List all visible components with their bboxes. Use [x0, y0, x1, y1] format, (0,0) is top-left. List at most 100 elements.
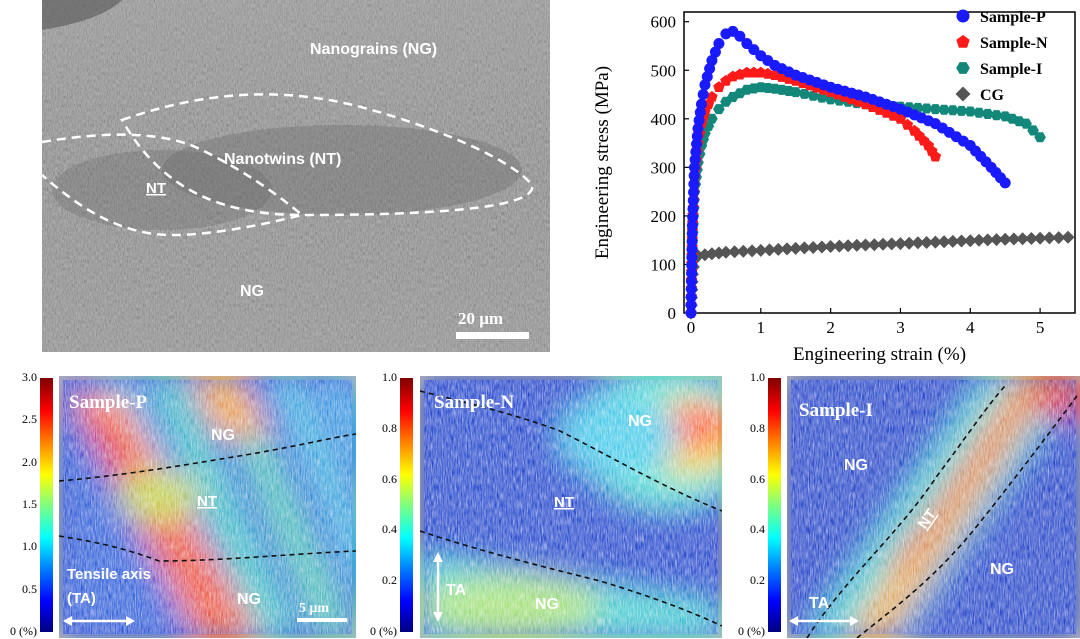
data-point [947, 105, 959, 116]
y-tick-label: 300 [651, 158, 677, 177]
data-point [928, 235, 942, 249]
x-tick-label: 0 [687, 318, 696, 337]
colorbar-tick-label: 2.5 [22, 412, 37, 427]
label-ng: NG [990, 561, 1014, 578]
colorbar-tick-label: 0 (%) [738, 624, 765, 638]
data-point [686, 267, 698, 279]
data-point [1052, 231, 1066, 245]
colorbar-tick-label: 0.8 [750, 420, 765, 435]
data-point [713, 81, 725, 93]
strain-map-image: Sample-N NG NT NG TA [420, 376, 722, 638]
data-point [973, 107, 985, 118]
data-point [706, 113, 718, 124]
data-point [687, 203, 699, 215]
data-point [1024, 232, 1038, 245]
data-point [745, 244, 759, 258]
data-point [876, 237, 890, 251]
strain-map-panel-n: 1.0 0.8 0.6 0.4 0.2 0 (%) Sample-N NG NT NG TA [360, 370, 722, 638]
data-point [685, 283, 697, 295]
y-tick-label: 200 [651, 207, 677, 226]
grain-boundary-line [806, 385, 1006, 638]
y-tick-label: 600 [651, 13, 677, 32]
colorbar [768, 378, 781, 632]
data-point [1007, 232, 1021, 246]
strain-map-panel-p: 3.0 2.5 2.0 1.5 1.0 0.5 0 (%) Sample-P NG NT NG Ten… [0, 370, 356, 638]
label-ng-bottom: NG [240, 283, 264, 300]
series-sample-i [685, 82, 1046, 318]
arrow-head [433, 612, 443, 622]
data-point [911, 236, 925, 250]
x-tick-label: 1 [757, 318, 766, 337]
colorbar-tick-label: 3.0 [22, 370, 37, 384]
tensile-axis-label: TA [446, 582, 467, 599]
data-point [706, 55, 718, 67]
data-point [789, 87, 802, 98]
data-point [709, 46, 721, 58]
data-point [946, 234, 960, 248]
data-point [698, 248, 712, 262]
label-ng: NG [237, 591, 261, 608]
data-point [1042, 231, 1056, 245]
data-point [841, 239, 855, 253]
colorbar-tick-label: 0.2 [382, 573, 397, 588]
tensile-axis-label: Tensile axis [67, 566, 151, 583]
stress-strain-chart: 0 1 2 3 4 5 0 100 200 300 400 500 600 Sample-P Sample… [592, 9, 1076, 365]
data-point [763, 243, 776, 257]
data-point [1016, 232, 1030, 246]
legend-label: Sample-P [980, 9, 1046, 26]
legend-marker-sample-p [956, 9, 970, 23]
arrow-head [850, 616, 859, 626]
colorbar [40, 378, 53, 632]
data-point [771, 242, 785, 256]
label-nt: NT [554, 494, 574, 511]
nanotwin-boundary-large [120, 93, 534, 217]
colorbar [400, 378, 413, 632]
data-point [885, 237, 899, 251]
data-point [1061, 230, 1075, 244]
data-point [685, 291, 697, 303]
nanotwin-boundary-small [42, 133, 305, 237]
data-point [688, 178, 700, 190]
legend-marker-sample-i [956, 62, 970, 74]
data-point [955, 234, 968, 248]
data-point [990, 110, 1003, 121]
data-point [902, 236, 916, 250]
data-point [850, 238, 864, 252]
y-axis-label: Engineering stress (MPa) [592, 66, 613, 259]
map-title: Sample-P [69, 392, 148, 413]
label-ng: NG [211, 427, 235, 444]
x-tick-label: 3 [896, 318, 905, 337]
scale-bar-label: 20 μm [458, 309, 503, 328]
series-sample-p [685, 25, 1011, 319]
label-nanograins: Nanograins (NG) [310, 41, 437, 58]
data-point [736, 244, 750, 258]
colorbar-tick-label: 1.5 [22, 497, 37, 511]
arrow-head [789, 616, 798, 626]
label-nanotwins: Nanotwins (NT) [224, 151, 341, 168]
data-point [929, 104, 942, 115]
x-axis-label: Engineering strain (%) [793, 344, 966, 365]
data-point [998, 232, 1012, 246]
data-point [719, 245, 733, 259]
data-point [685, 307, 697, 319]
colorbar-tick-label: 0.4 [382, 522, 397, 537]
data-point [685, 275, 697, 287]
data-point [688, 170, 700, 182]
data-point [815, 240, 829, 254]
data-point [797, 241, 811, 255]
data-point [780, 242, 794, 256]
x-tick-label: 5 [1036, 318, 1045, 337]
scale-bar [456, 332, 529, 339]
grain-boundary-line [420, 530, 722, 627]
grain-boundary-line [420, 390, 722, 512]
data-point [706, 91, 718, 102]
data-point [697, 89, 709, 101]
data-point [867, 238, 881, 252]
legend-label: Sample-N [980, 35, 1048, 52]
data-point [789, 241, 803, 255]
data-point [920, 103, 933, 114]
data-point [686, 236, 698, 248]
sem-micrograph: Nanograins (NG) Nanotwins (NT) NT NG 20 … [42, 0, 550, 352]
label-ng: NG [844, 457, 868, 474]
data-point [893, 237, 907, 251]
